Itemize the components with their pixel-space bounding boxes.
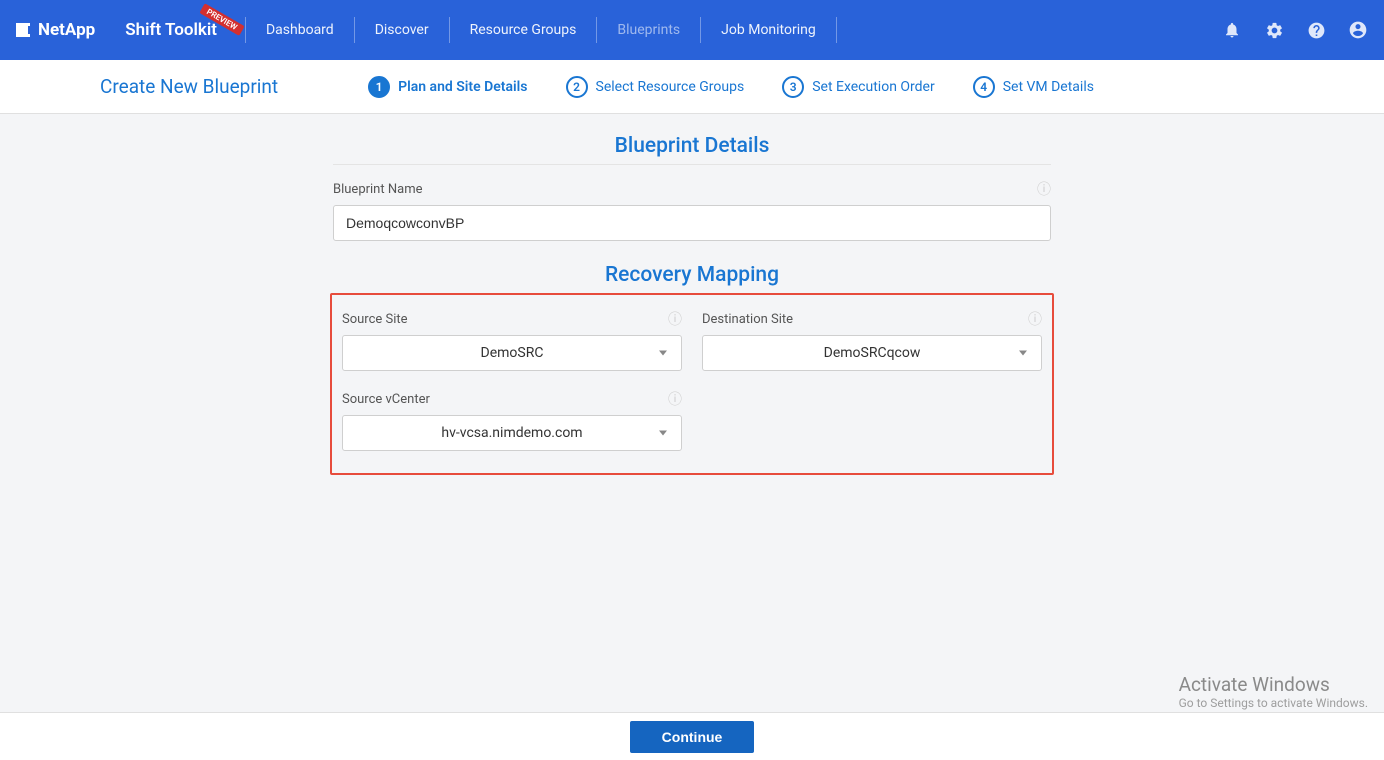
nav-dashboard[interactable]: Dashboard <box>246 0 354 60</box>
step-num: 3 <box>782 76 804 98</box>
bell-icon[interactable] <box>1222 20 1242 40</box>
wizard-title: Create New Blueprint <box>100 75 278 98</box>
step-resource-groups[interactable]: 2 Select Resource Groups <box>566 76 745 98</box>
step-plan-site[interactable]: 1 Plan and Site Details <box>368 76 527 98</box>
app-name-text: Shift Toolkit <box>125 20 217 40</box>
wizard-steps: 1 Plan and Site Details 2 Select Resourc… <box>368 76 1094 98</box>
continue-button[interactable]: Continue <box>630 721 755 753</box>
nav-links: Dashboard Discover Resource Groups Bluep… <box>245 0 837 60</box>
wizard-bar: Create New Blueprint 1 Plan and Site Det… <box>0 60 1384 114</box>
site-row: Source Site ⓘ DemoSRC Destination Site ⓘ… <box>342 309 1042 371</box>
step-vm-details[interactable]: 4 Set VM Details <box>973 76 1094 98</box>
watermark-title: Activate Windows <box>1179 673 1368 696</box>
step-label: Set Execution Order <box>812 79 935 95</box>
section-rule <box>333 164 1051 165</box>
nav-sep <box>836 17 837 43</box>
source-site-select[interactable]: DemoSRC <box>342 335 682 371</box>
step-num: 1 <box>368 76 390 98</box>
field-label-row: Blueprint Name ⓘ <box>333 179 1051 199</box>
app-name: Shift Toolkit PREVIEW <box>125 20 217 40</box>
source-site-value: DemoSRC <box>481 345 544 361</box>
user-icon[interactable] <box>1348 20 1368 40</box>
step-label: Set VM Details <box>1003 79 1094 95</box>
brand-logo: NetApp <box>16 20 95 40</box>
windows-watermark: Activate Windows Go to Settings to activ… <box>1179 673 1368 710</box>
brand-name: NetApp <box>38 20 95 40</box>
topbar-right <box>1222 20 1368 40</box>
nav-resource-groups[interactable]: Resource Groups <box>450 0 597 60</box>
field-label-row: Destination Site ⓘ <box>702 309 1042 329</box>
info-icon[interactable]: ⓘ <box>1037 179 1051 199</box>
step-num: 4 <box>973 76 995 98</box>
netapp-logo-icon <box>16 23 30 37</box>
source-site-label: Source Site <box>342 312 408 327</box>
field-label-row: Source vCenter ⓘ <box>342 389 682 409</box>
source-vcenter-col: Source vCenter ⓘ hv-vcsa.nimdemo.com <box>342 389 682 451</box>
step-execution-order[interactable]: 3 Set Execution Order <box>782 76 935 98</box>
step-label: Select Resource Groups <box>596 79 745 95</box>
nav-discover[interactable]: Discover <box>355 0 449 60</box>
source-site-col: Source Site ⓘ DemoSRC <box>342 309 682 371</box>
section-title-blueprint: Blueprint Details <box>0 134 1384 158</box>
footer: Continue <box>0 712 1384 760</box>
blueprint-name-label: Blueprint Name <box>333 182 422 197</box>
source-vcenter-value: hv-vcsa.nimdemo.com <box>441 425 582 441</box>
dest-site-select[interactable]: DemoSRCqcow <box>702 335 1042 371</box>
help-icon[interactable] <box>1306 20 1326 40</box>
info-icon[interactable]: ⓘ <box>1028 309 1042 329</box>
recovery-mapping-highlight: Source Site ⓘ DemoSRC Destination Site ⓘ… <box>330 293 1054 475</box>
info-icon[interactable]: ⓘ <box>668 389 682 409</box>
topbar: NetApp Shift Toolkit PREVIEW Dashboard D… <box>0 0 1384 60</box>
gear-icon[interactable] <box>1264 20 1284 40</box>
source-vcenter-select[interactable]: hv-vcsa.nimdemo.com <box>342 415 682 451</box>
dest-site-value: DemoSRCqcow <box>824 345 921 361</box>
section-title-recovery: Recovery Mapping <box>0 263 1384 287</box>
empty-col <box>702 389 1042 451</box>
watermark-sub: Go to Settings to activate Windows. <box>1179 696 1368 710</box>
step-num: 2 <box>566 76 588 98</box>
source-vcenter-label: Source vCenter <box>342 392 430 407</box>
dest-site-label: Destination Site <box>702 312 793 327</box>
info-icon[interactable]: ⓘ <box>668 309 682 329</box>
blueprint-name-block: Blueprint Name ⓘ <box>333 179 1051 241</box>
field-label-row: Source Site ⓘ <box>342 309 682 329</box>
dest-site-col: Destination Site ⓘ DemoSRCqcow <box>702 309 1042 371</box>
step-label: Plan and Site Details <box>398 79 527 95</box>
vcenter-row: Source vCenter ⓘ hv-vcsa.nimdemo.com <box>342 389 1042 451</box>
blueprint-name-input[interactable] <box>333 205 1051 241</box>
main-content: Blueprint Details Blueprint Name ⓘ Recov… <box>0 114 1384 555</box>
nav-blueprints[interactable]: Blueprints <box>597 0 700 60</box>
nav-job-monitoring[interactable]: Job Monitoring <box>701 0 836 60</box>
